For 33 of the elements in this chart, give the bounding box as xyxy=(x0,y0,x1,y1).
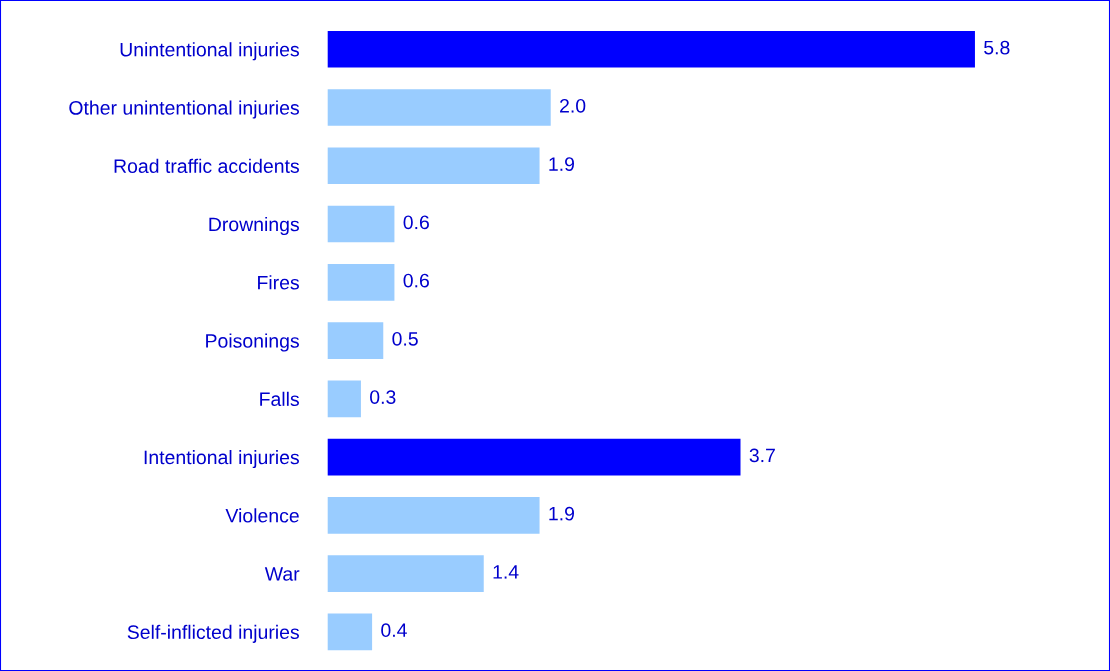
bar xyxy=(327,89,551,126)
y-tick-label: Drownings xyxy=(209,216,299,236)
data-label: 1.9 xyxy=(549,506,574,521)
bar xyxy=(327,496,540,534)
bar xyxy=(327,322,384,359)
y-tick-label: War xyxy=(264,567,300,581)
data-label: 0.3 xyxy=(370,390,396,405)
bar xyxy=(327,438,741,476)
data-label: 0.5 xyxy=(392,331,418,346)
bar xyxy=(327,555,484,592)
data-label: 2.0 xyxy=(560,98,586,113)
y-tick-label: Unintentional injuries xyxy=(120,42,299,61)
y-tick-label: Other unintentional injuries xyxy=(69,100,299,119)
data-label: 1.4 xyxy=(493,565,519,579)
bar xyxy=(327,263,395,301)
bar xyxy=(327,147,540,185)
y-tick-label: Violence xyxy=(225,508,299,523)
bar xyxy=(327,380,361,418)
y-tick-label: Self-inflicted injuries xyxy=(127,624,299,643)
bar xyxy=(327,205,395,243)
y-tick-label: Road traffic accidents xyxy=(114,158,299,173)
data-label: 5.8 xyxy=(984,40,1010,55)
bar xyxy=(327,613,373,651)
data-label: 1.9 xyxy=(549,157,574,171)
y-tick-label: Fires xyxy=(258,275,299,290)
y-tick-label: Intentional injuries xyxy=(144,450,299,469)
data-label: 0.4 xyxy=(381,623,407,638)
data-label: 3.7 xyxy=(749,448,775,463)
y-tick-label: Poisonings xyxy=(206,333,299,352)
bar xyxy=(327,30,975,68)
data-label: 0.6 xyxy=(403,273,429,288)
data-label: 0.6 xyxy=(403,215,429,230)
y-tick-label: Falls xyxy=(260,391,299,407)
